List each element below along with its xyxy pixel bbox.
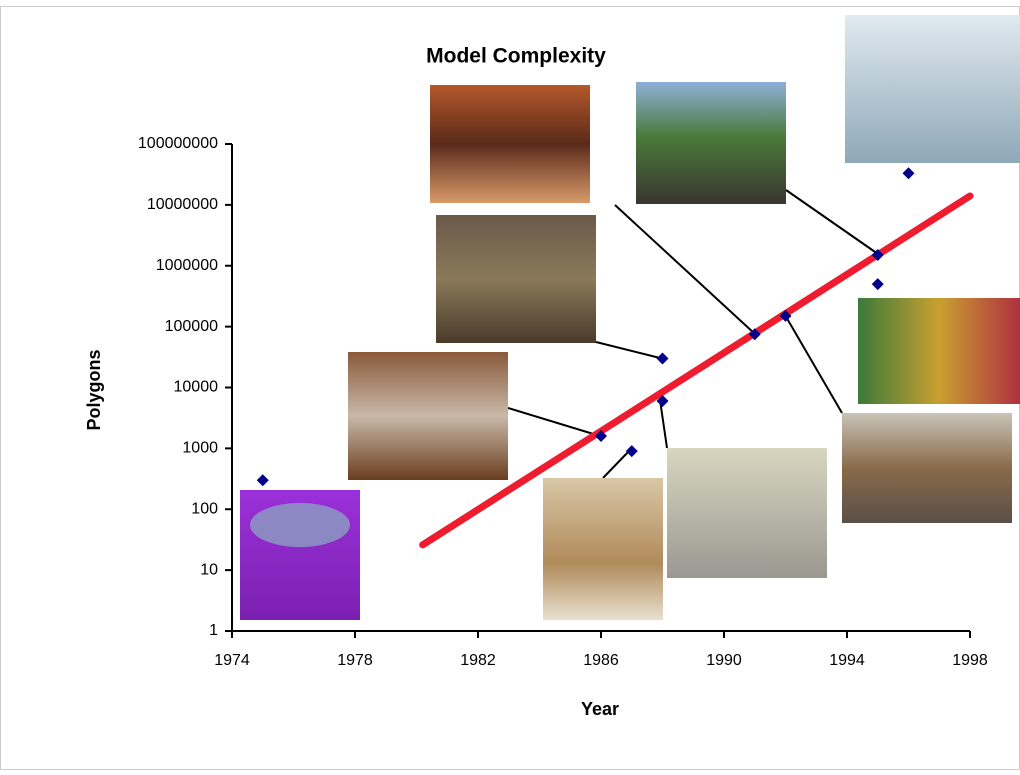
data-point: [625, 445, 638, 458]
y-tick-label: 1: [209, 622, 218, 639]
y-tick-label: 100: [191, 500, 218, 517]
x-tick-label: 1994: [829, 652, 865, 669]
y-tick-label: 1000000: [156, 257, 218, 274]
chart-title: Model Complexity: [426, 45, 606, 68]
x-tick-label: 1998: [952, 652, 988, 669]
data-point: [656, 395, 669, 408]
data-point: [779, 309, 792, 322]
y-tick-label: 10000: [174, 379, 219, 396]
data-point: [256, 474, 269, 487]
y-tick-label: 10000000: [147, 196, 218, 213]
thumbnails: [240, 15, 1020, 620]
x-tick-label: 1986: [583, 652, 619, 669]
y-tick-label: 1000: [182, 440, 218, 457]
data-point: [595, 429, 607, 442]
x-tick-label: 1990: [706, 652, 742, 669]
y-tick-label: 10: [200, 561, 218, 578]
data-point: [871, 249, 884, 262]
leader-lines: [507, 189, 879, 479]
y-tick-label: 100000000: [138, 135, 218, 152]
data-point: [748, 328, 761, 341]
data-point: [871, 278, 884, 291]
data-point: [656, 352, 669, 365]
x-axis-label: Year: [581, 699, 619, 719]
x-tick-label: 1978: [337, 652, 373, 669]
x-tick-label: 1974: [214, 652, 250, 669]
data-point: [902, 167, 915, 180]
y-axis-label: Polygons: [84, 349, 104, 430]
x-tick-label: 1982: [460, 652, 496, 669]
y-tick-label: 100000: [165, 318, 218, 335]
